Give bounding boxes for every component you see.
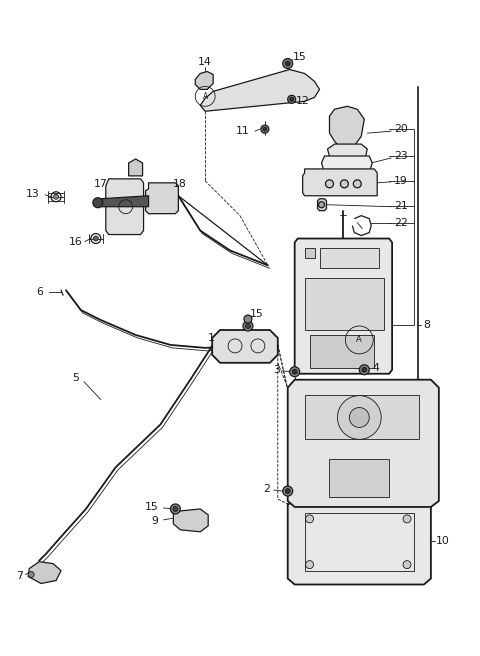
Polygon shape [305,278,384,330]
Text: 5: 5 [72,373,79,382]
Polygon shape [99,195,148,207]
Circle shape [173,506,178,512]
Circle shape [283,486,293,496]
Text: 19: 19 [394,176,408,186]
Polygon shape [329,459,389,497]
Text: 11: 11 [236,126,250,136]
Text: 22: 22 [394,218,408,228]
Circle shape [93,197,103,208]
Text: 16: 16 [69,237,83,247]
Polygon shape [145,183,179,214]
Polygon shape [320,249,379,268]
Circle shape [261,125,269,133]
Text: 4: 4 [372,363,379,373]
Text: 20: 20 [394,124,408,134]
Circle shape [337,396,381,440]
Polygon shape [288,380,439,507]
Circle shape [362,367,367,372]
Polygon shape [28,562,61,584]
Circle shape [325,180,334,188]
Circle shape [54,194,59,199]
Polygon shape [200,70,320,112]
Circle shape [263,127,267,131]
Polygon shape [212,330,278,363]
Text: 7: 7 [16,571,23,581]
Polygon shape [329,106,364,151]
Circle shape [170,504,180,514]
Text: 14: 14 [198,56,212,66]
Circle shape [306,561,313,569]
Polygon shape [327,144,367,169]
Text: A: A [357,335,362,344]
Text: 2: 2 [263,484,270,494]
Polygon shape [195,72,213,89]
Circle shape [290,97,294,101]
Text: 12: 12 [296,96,310,106]
Polygon shape [173,509,208,532]
Circle shape [288,95,296,103]
Circle shape [244,315,252,323]
Text: 6: 6 [36,287,43,297]
Circle shape [285,61,290,66]
Circle shape [360,365,369,375]
Text: 9: 9 [152,516,158,526]
Polygon shape [295,239,392,374]
Circle shape [93,236,98,241]
Circle shape [403,561,411,569]
Circle shape [290,367,300,377]
Text: 17: 17 [94,179,108,189]
Polygon shape [302,169,377,195]
Polygon shape [305,249,314,258]
Circle shape [403,515,411,523]
Text: 10: 10 [436,536,450,546]
Circle shape [283,58,293,68]
Polygon shape [106,179,144,235]
Text: 21: 21 [394,201,408,211]
Text: 15: 15 [250,309,264,319]
Text: 1: 1 [208,333,215,343]
Text: 3: 3 [273,365,280,375]
Circle shape [349,407,369,428]
Text: 15: 15 [145,502,158,512]
Circle shape [353,180,361,188]
Polygon shape [318,199,326,211]
Polygon shape [305,395,419,440]
Circle shape [340,180,348,188]
Text: 8: 8 [423,320,430,330]
Polygon shape [288,499,431,584]
Circle shape [292,369,297,374]
Text: 18: 18 [172,179,186,189]
Text: 23: 23 [394,151,408,161]
Circle shape [319,202,324,208]
Circle shape [243,321,253,331]
Text: 15: 15 [293,52,306,62]
Circle shape [306,515,313,523]
Circle shape [28,571,34,577]
Circle shape [245,323,251,329]
Polygon shape [310,335,374,368]
Text: A: A [203,92,208,101]
Text: 13: 13 [25,189,39,199]
Polygon shape [129,159,143,176]
Circle shape [285,489,290,493]
Polygon shape [322,156,372,173]
